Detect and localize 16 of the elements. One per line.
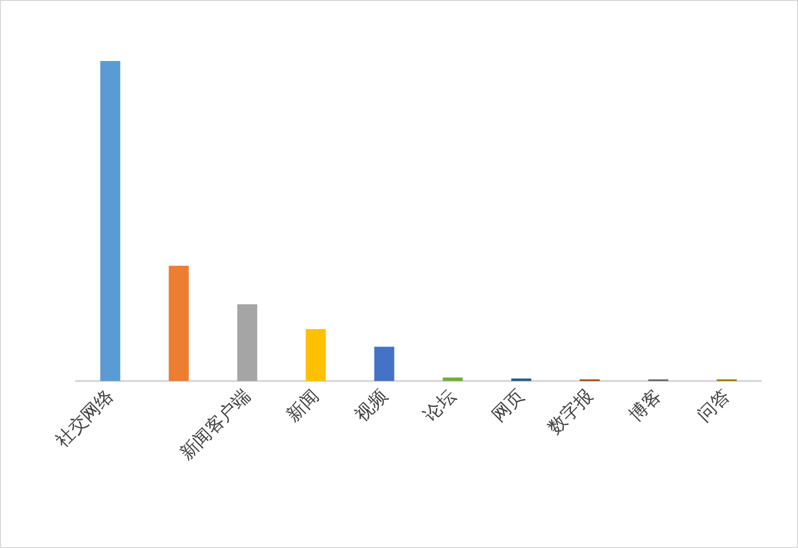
x-tick-label: 博客 [625,386,666,426]
bar [374,346,394,381]
x-tick-label: 社交网络 [52,386,118,452]
x-tick-label: 数字报 [544,386,598,439]
x-tick-label: 网页 [488,386,529,426]
x-tick-label: 问答 [694,386,734,426]
bar [511,378,532,381]
bar [168,266,189,381]
x-tick-label: 论坛 [420,386,460,426]
bar [442,377,463,381]
x-tick-label: 新闻客户端 [176,386,255,464]
bar [237,304,258,381]
bar [306,329,326,381]
x-tick-label: 新闻 [282,386,324,426]
bar [100,61,120,381]
x-tick-label: 视频 [351,386,392,426]
